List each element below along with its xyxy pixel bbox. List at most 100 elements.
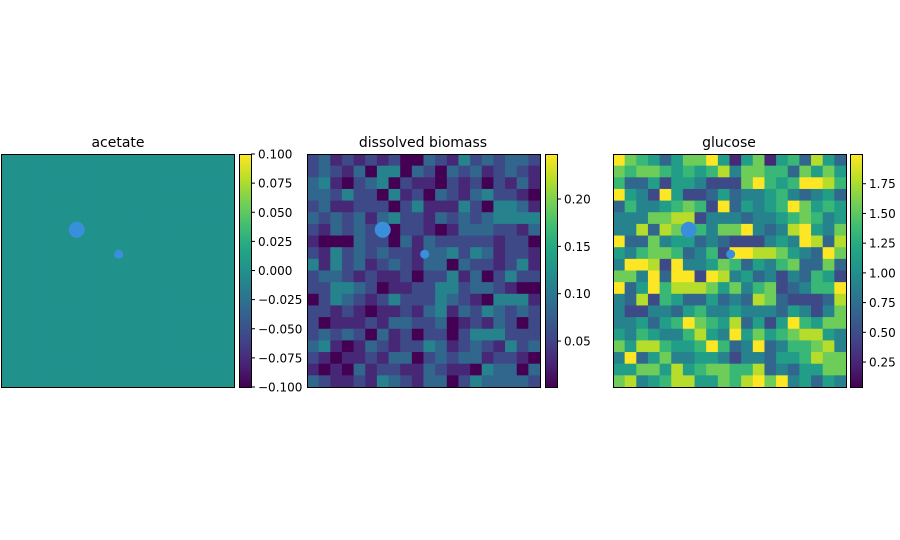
heatmap-cell (764, 375, 777, 388)
heatmap-cell (516, 188, 529, 202)
heatmap-cell (411, 212, 424, 225)
heatmap-cell (787, 200, 800, 213)
heatmap-cell (353, 282, 366, 295)
heatmap-cell (799, 363, 812, 376)
heatmap-cell (222, 154, 235, 167)
heatmap-cell (140, 363, 153, 376)
heatmap-cell (187, 340, 200, 353)
heatmap-cell (624, 223, 637, 237)
heatmap-cell (129, 200, 142, 213)
heatmap-cell (388, 317, 401, 330)
heatmap-cell (741, 317, 754, 330)
heatmap-cell (12, 317, 25, 330)
heatmap-cell (222, 375, 235, 388)
heatmap-cell (199, 282, 212, 295)
heatmap-cell (47, 317, 60, 330)
heatmap-cell (117, 328, 130, 341)
heatmap-cell (94, 270, 107, 283)
heatmap-cell (152, 223, 165, 237)
heatmap-cell (811, 375, 824, 388)
heatmap-cell (59, 247, 72, 260)
panel-title: dissolved biomass (359, 135, 487, 151)
heatmap-cell (175, 293, 188, 306)
heatmap-cell (330, 317, 343, 330)
heatmap-cell (624, 188, 637, 202)
heatmap-cell (435, 328, 448, 341)
heatmap-cell (12, 328, 25, 341)
heatmap-cell (528, 247, 541, 260)
heatmap-cell (776, 270, 789, 283)
heatmap-cell (659, 200, 672, 213)
heatmap-cell (776, 223, 789, 237)
heatmap-cell (787, 328, 800, 341)
heatmap-cell (528, 165, 541, 178)
heatmap-cell (624, 363, 637, 376)
heatmap-cell (787, 247, 800, 260)
heatmap-cell (671, 340, 684, 353)
heatmap-cell (446, 270, 459, 283)
heatmap-cell (105, 154, 118, 167)
heatmap-cell (318, 223, 331, 237)
heatmap-cell (706, 223, 719, 237)
heatmap-cell (706, 328, 719, 341)
heatmap-cell (481, 212, 494, 225)
heatmap-cell (834, 363, 847, 376)
heatmap-cell (423, 305, 436, 318)
heatmap-cell (341, 282, 355, 295)
heatmap-cell (70, 165, 84, 178)
heatmap-cell (353, 317, 366, 330)
heatmap-cell (458, 258, 471, 271)
panel-title: acetate (91, 135, 144, 151)
heatmap-cell (47, 363, 60, 376)
heatmap-cell (164, 223, 177, 237)
heatmap-cell (117, 282, 130, 295)
heatmap-cell (741, 200, 754, 213)
heatmap-cell (822, 340, 835, 353)
heatmap-cell (129, 352, 142, 365)
marker-large (68, 221, 85, 238)
heatmap-cell (493, 177, 506, 190)
heatmap-cell (647, 340, 661, 353)
heatmap-cell (35, 258, 49, 271)
heatmap-cell (834, 247, 847, 260)
heatmap-cell (1, 258, 14, 271)
heatmap-cell (481, 165, 494, 178)
heatmap-cell (35, 293, 49, 306)
heatmap-cell (376, 375, 390, 388)
heatmap-cell (787, 212, 800, 225)
heatmap-cell (1, 235, 14, 248)
heatmap-cell (834, 188, 847, 202)
heatmap-cell (470, 235, 483, 248)
heatmap-cell (706, 188, 719, 202)
heatmap-cell (811, 188, 824, 202)
heatmap-cell (24, 363, 37, 376)
heatmap-cell (341, 223, 355, 237)
heatmap-cell (528, 258, 541, 271)
heatmap-cell (353, 352, 366, 365)
heatmap-cell (659, 258, 672, 271)
heatmap-cell (834, 154, 847, 167)
heatmap-cell (659, 223, 672, 237)
heatmap-cell (613, 328, 626, 341)
heatmap-cell (341, 305, 355, 318)
heatmap-cell (35, 223, 49, 237)
heatmap-cell (140, 200, 153, 213)
heatmap-cell (82, 154, 95, 167)
heatmap-cell (1, 363, 14, 376)
heatmap-cell (164, 212, 177, 225)
heatmap-cell (152, 258, 165, 271)
heatmap-cell (341, 258, 355, 271)
heatmap-cell (647, 363, 661, 376)
heatmap-cell (341, 177, 355, 190)
heatmap-cell (175, 270, 188, 283)
heatmap-cell (764, 247, 777, 260)
heatmap-cell (388, 200, 401, 213)
heatmap-cell (822, 258, 835, 271)
heatmap-cell (624, 165, 637, 178)
heatmap-cell (47, 282, 60, 295)
heatmap-cell (341, 317, 355, 330)
heatmap-cell (318, 154, 331, 167)
heatmap-cell (682, 177, 696, 190)
heatmap-cell (400, 328, 413, 341)
heatmap-cell (164, 293, 177, 306)
